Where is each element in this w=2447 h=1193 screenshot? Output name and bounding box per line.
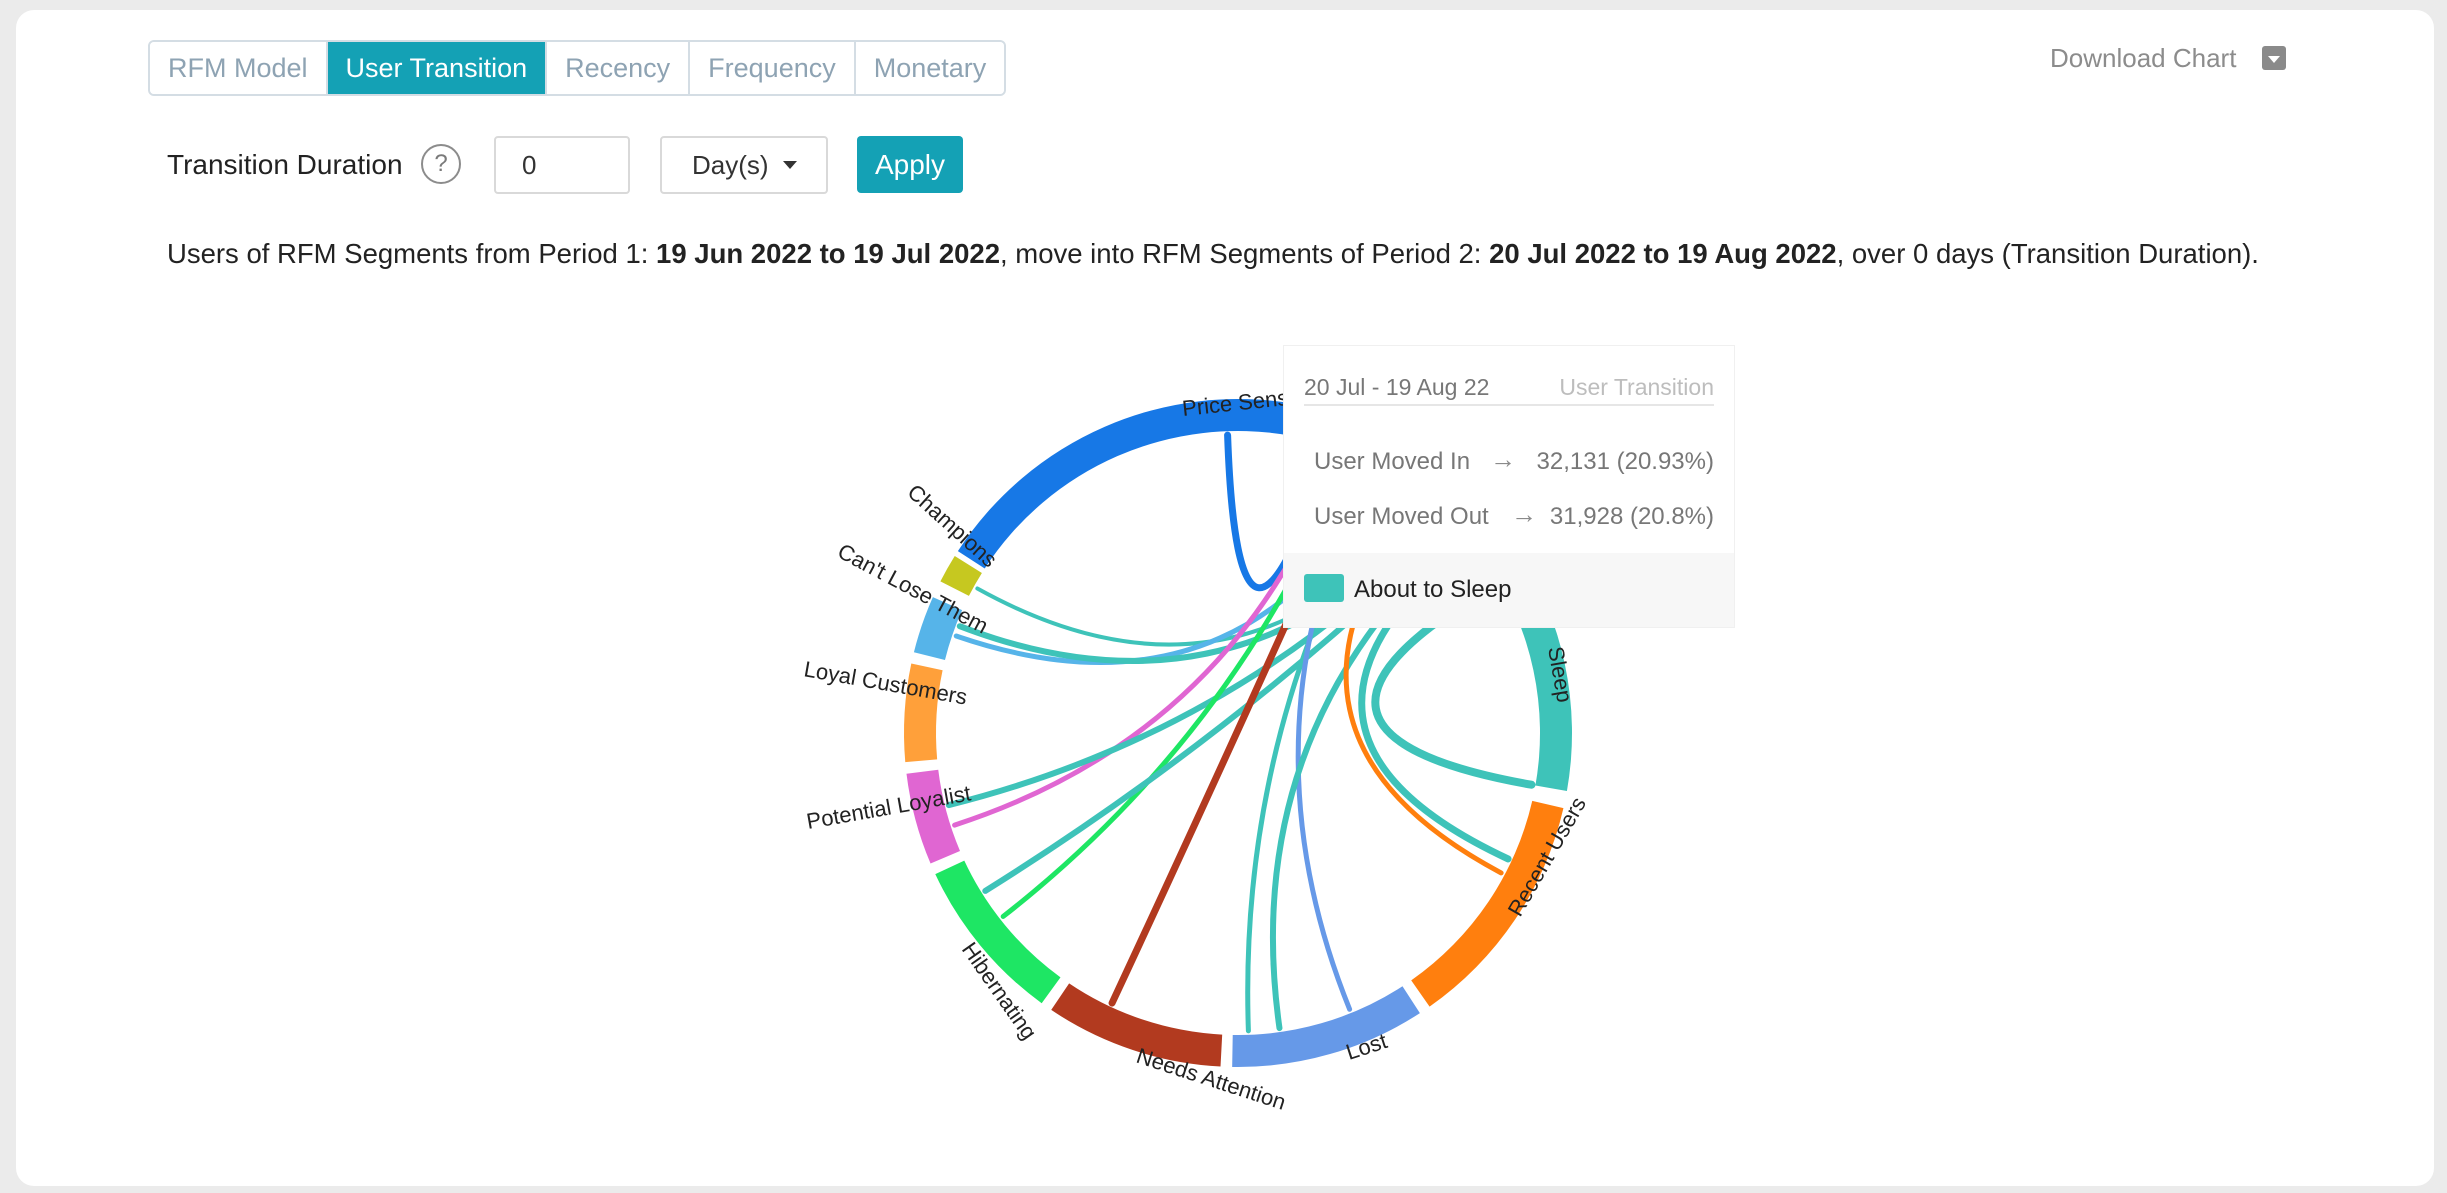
moved-out-value: 31,928 (20.8%) <box>1549 503 1714 530</box>
tab-frequency[interactable]: Frequency <box>690 42 856 94</box>
tooltip-segment-name: About to Sleep <box>1354 576 1512 603</box>
chord-arc-price-sensitive[interactable] <box>957 399 1296 569</box>
caret-down-icon[interactable] <box>2262 46 2287 70</box>
transition-controls: Transition Duration ? Day(s) Apply <box>167 136 1067 196</box>
help-icon[interactable]: ? <box>421 144 461 184</box>
tab-rfm-model[interactable]: RFM Model <box>150 42 328 94</box>
chord-arc-needs-attention[interactable] <box>1051 983 1223 1067</box>
desc-suffix: , over 0 days (Transition Duration). <box>1836 238 2259 269</box>
tooltip-header: 20 Jul - 19 Aug 22 User Transition <box>1304 360 1714 406</box>
chart-card <box>16 10 2434 1186</box>
chord-label-loyal-customers: Loyal Customers <box>802 656 969 709</box>
desc-period1: 19 Jun 2022 to 19 Jul 2022 <box>656 238 1000 269</box>
chord-arc-recent-users[interactable] <box>1411 800 1564 1007</box>
moved-out-label: User Moved Out <box>1314 503 1489 530</box>
tab-user-transition[interactable]: User Transition <box>327 42 548 94</box>
desc-period2: 20 Jul 2022 to 19 Aug 2022 <box>1489 238 1837 269</box>
desc-prefix: Users of RFM Segments from Period 1: <box>167 238 657 269</box>
tooltip: 20 Jul - 19 Aug 22 User Transition User … <box>1283 345 1735 628</box>
tooltip-footer: About to Sleep <box>1284 553 1734 627</box>
segment-swatch <box>1304 574 1344 602</box>
tooltip-date-range: 20 Jul - 19 Aug 22 <box>1304 374 1490 400</box>
chord-arc-potential-loyalist[interactable] <box>906 769 961 864</box>
chevron-down-icon <box>782 161 797 169</box>
tab-recency[interactable]: Recency <box>547 42 691 94</box>
transition-description: Users of RFM Segments from Period 1: 19 … <box>167 238 2259 270</box>
download-chart-button[interactable]: Download Chart <box>2050 40 2287 76</box>
chord-arc-lost[interactable] <box>1232 986 1420 1067</box>
tab-monetary[interactable]: Monetary <box>855 42 1005 94</box>
tooltip-type: User Transition <box>1559 374 1714 400</box>
transition-duration-label: Transition Duration <box>167 149 403 180</box>
duration-unit-select[interactable]: Day(s) <box>660 136 828 194</box>
moved-in-label: User Moved In <box>1314 448 1471 475</box>
chord-arc-can-t-lose-them[interactable] <box>913 597 963 660</box>
moved-in-value: 32,131 (20.93%) <box>1536 448 1714 475</box>
chord-arc-champions[interactable] <box>940 556 982 596</box>
chord-arc-hibernating[interactable] <box>935 860 1061 1004</box>
view-tabs: RFM Model User Transition Recency Freque… <box>148 40 1007 96</box>
arrow-right-icon: → <box>1490 444 1516 474</box>
duration-input[interactable] <box>494 136 630 194</box>
apply-button[interactable]: Apply <box>857 136 963 193</box>
chord-arc-loyal-customers[interactable] <box>903 663 943 763</box>
duration-unit-value: Day(s) <box>692 149 769 180</box>
desc-middle: , move into RFM Segments of Period 2: <box>1000 238 1490 269</box>
arrow-right-icon: → <box>1511 499 1537 529</box>
download-chart-label: Download Chart <box>2050 42 2237 73</box>
tooltip-moved-in-row: User Moved In → 32,131 (20.93%) <box>1314 444 1714 478</box>
tooltip-moved-out-row: User Moved Out → 31,928 (20.8%) <box>1314 499 1714 533</box>
